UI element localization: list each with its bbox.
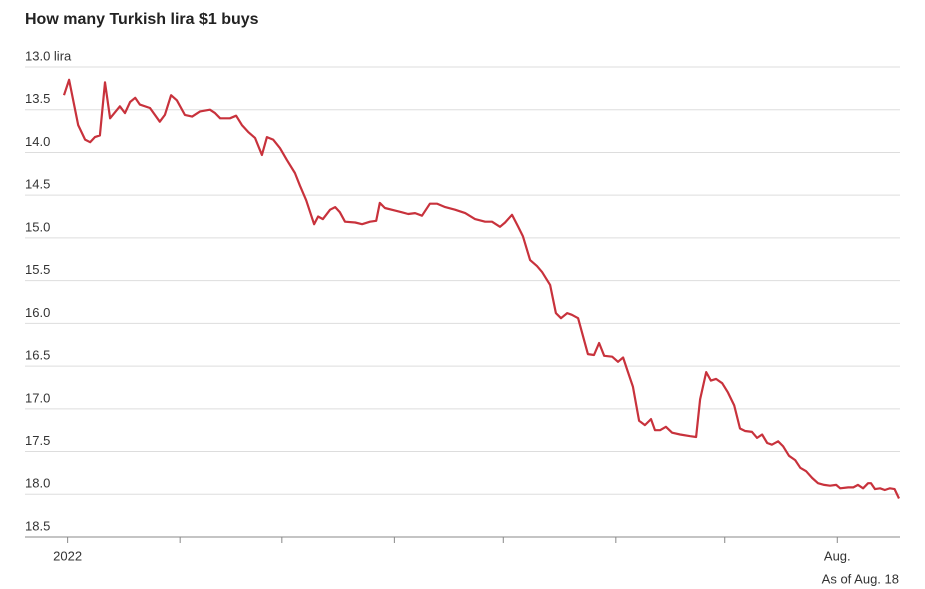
x-tick-label: 2022 [53,548,82,563]
y-tick-label: 15.5 [25,262,50,277]
annotation: As of Aug. 18 [822,571,899,586]
y-tick-label: 14.5 [25,177,50,192]
y-tick-label: 14.0 [25,134,50,149]
chart-title: How many Turkish lira $1 buys [25,11,259,28]
y-tick-label: 17.5 [25,433,50,448]
x-tick-label: Aug. [824,548,851,563]
y-tick-label: 15.0 [25,219,50,234]
y-tick-label: 18.0 [25,476,50,491]
y-tick-label: 16.0 [25,305,50,320]
y-tick-label: 16.5 [25,348,50,363]
line [62,78,900,499]
y-tick-label: 18.5 [25,518,50,533]
y-tick-label: 13.5 [25,91,50,106]
y-tick-label: 13.0 lira [25,48,72,63]
y-tick-label: 17.0 [25,390,50,405]
